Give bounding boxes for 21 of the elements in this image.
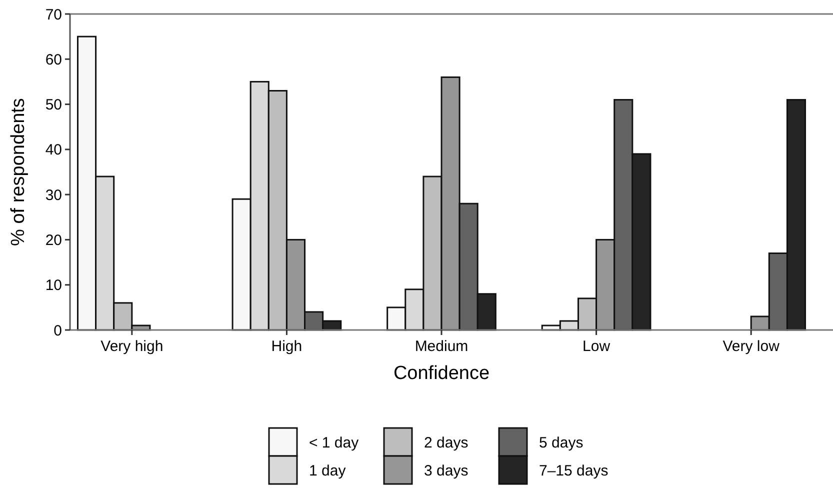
y-tick-label: 20 bbox=[45, 232, 62, 249]
x-tick-label: Very high bbox=[100, 338, 164, 355]
x-tick-label: Low bbox=[582, 338, 610, 355]
legend-label: 5 days bbox=[539, 434, 584, 452]
x-tick-label: High bbox=[271, 338, 302, 355]
x-axis-title: Confidence bbox=[393, 363, 490, 384]
y-tick-label: 10 bbox=[45, 277, 62, 294]
legend-label: 2 days bbox=[424, 434, 468, 452]
x-tick-label: Very low bbox=[722, 338, 780, 355]
y-tick-label: 30 bbox=[45, 186, 62, 204]
y-tick-label: 0 bbox=[54, 322, 62, 340]
legend-label: 7–15 days bbox=[539, 462, 608, 480]
legend-label: 1 day bbox=[309, 462, 346, 480]
y-tick-label: 50 bbox=[45, 96, 62, 114]
x-tick-label: Medium bbox=[414, 338, 468, 355]
y-tick-label: 60 bbox=[45, 51, 62, 68]
y-axis-title: % of respondents bbox=[8, 98, 29, 246]
legend-label: 3 days bbox=[424, 462, 468, 480]
y-tick-label: 40 bbox=[45, 142, 62, 159]
y-tick-label: 70 bbox=[45, 6, 62, 24]
legend-label: < 1 day bbox=[309, 434, 360, 452]
